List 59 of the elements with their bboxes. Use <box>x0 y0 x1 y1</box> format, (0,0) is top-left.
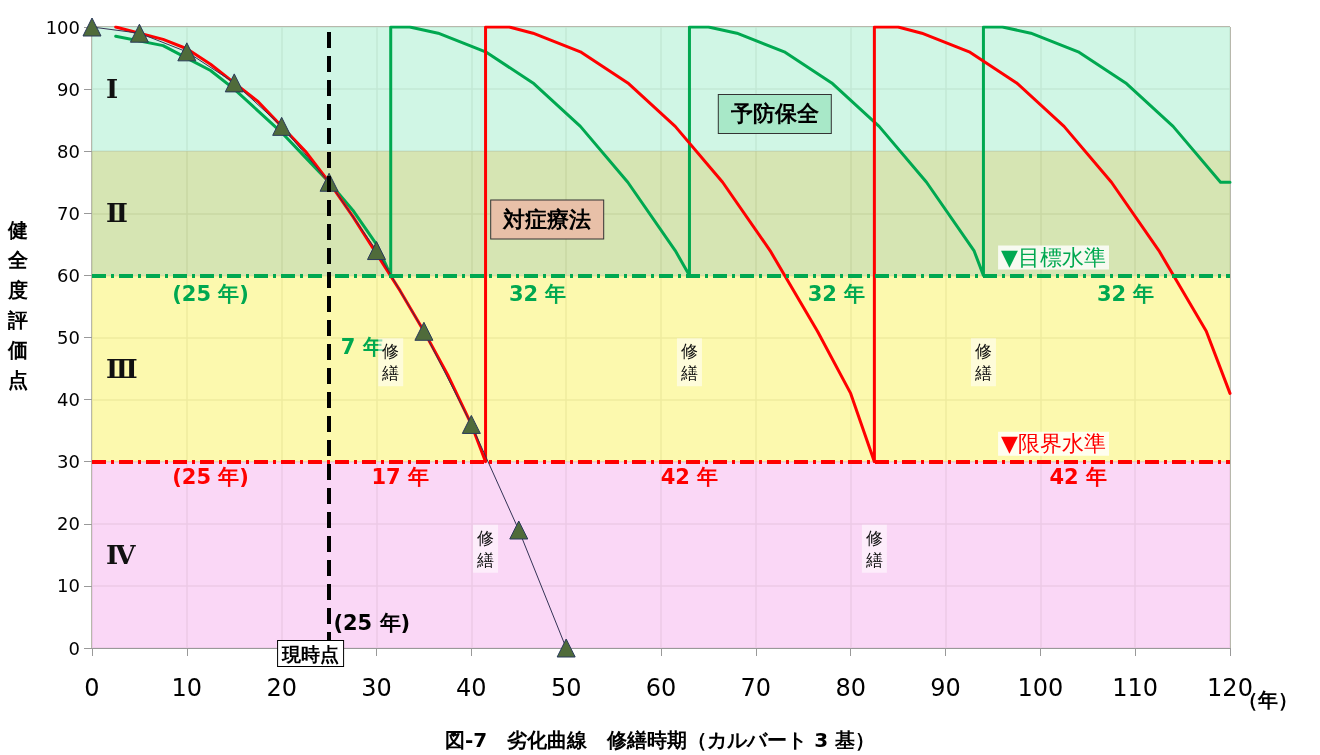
ref-line-label: ▼限界水準 <box>1001 431 1106 457</box>
y-tick-label: 90 <box>57 78 80 100</box>
y-tick-label: 70 <box>57 202 80 224</box>
point <box>461 414 481 434</box>
y-tick-label: 60 <box>57 264 80 286</box>
annotation: 42 年 <box>660 465 719 490</box>
point <box>367 241 386 261</box>
annotation: 7 年 <box>340 334 384 359</box>
point <box>129 23 149 43</box>
annotation: 修繕 <box>476 527 495 570</box>
y-tick-label: 40 <box>57 389 80 411</box>
y-axis-title: 健全度評価点 <box>7 218 29 392</box>
point <box>224 73 244 93</box>
y-tick-label: 30 <box>57 451 80 473</box>
band-label: Ⅳ <box>106 539 136 570</box>
annotation: 32 年 <box>807 282 866 307</box>
x-tick-label: 90 <box>930 674 961 702</box>
annotation: (25 年) <box>333 611 411 636</box>
annotation: 予防保全 <box>729 101 820 127</box>
y-tick-label: 0 <box>68 637 80 659</box>
point <box>556 638 576 658</box>
point <box>82 17 102 37</box>
x-tick-label: 70 <box>740 674 772 702</box>
x-tick-label: 50 <box>550 674 582 702</box>
band-label: Ⅰ <box>106 74 119 105</box>
text: 図-7 劣化曲線 修繕時期（カルバート 3 基） <box>444 728 876 752</box>
x-tick-label: 0 <box>84 674 100 702</box>
band-label: Ⅲ <box>106 353 138 384</box>
ref-line-label: ▼目標水準 <box>1001 244 1106 270</box>
x-tick-label: 30 <box>361 674 392 702</box>
annotation: 32 年 <box>1096 282 1155 307</box>
y-tick-label: 50 <box>57 327 80 348</box>
x-tick-label: 100 <box>1017 674 1064 702</box>
x-tick-label: 40 <box>456 674 487 702</box>
point <box>509 520 529 540</box>
x-tick-label: 20 <box>266 674 297 702</box>
x-tick-label: 10 <box>171 674 203 702</box>
annotation: 修繕 <box>381 341 400 384</box>
annotation: 対症療法 <box>502 207 592 233</box>
x-tick-label: 60 <box>645 674 677 702</box>
point <box>414 321 434 341</box>
x-tick-label: 110 <box>1112 674 1159 702</box>
point <box>177 42 197 62</box>
x-tick-label: 80 <box>835 674 866 702</box>
y-tick-label: 10 <box>57 575 80 597</box>
annotation: 修繕 <box>864 527 883 570</box>
ref-line-label: 現時点 <box>281 642 340 665</box>
annotation: 32 年 <box>508 282 567 307</box>
annotation: (25 年) <box>172 282 249 307</box>
annotation: 17 年 <box>371 465 429 490</box>
band-label: Ⅱ <box>106 198 128 229</box>
y-tick-label: 80 <box>57 140 80 162</box>
annotation: 修繕 <box>679 341 698 384</box>
annotation: (25 年) <box>172 465 249 490</box>
y-tick-label: 100 <box>45 16 80 38</box>
y-tick-label: 20 <box>57 513 80 535</box>
annotation: 修繕 <box>973 341 992 384</box>
point <box>272 116 292 136</box>
annotation: 42 年 <box>1049 465 1108 490</box>
